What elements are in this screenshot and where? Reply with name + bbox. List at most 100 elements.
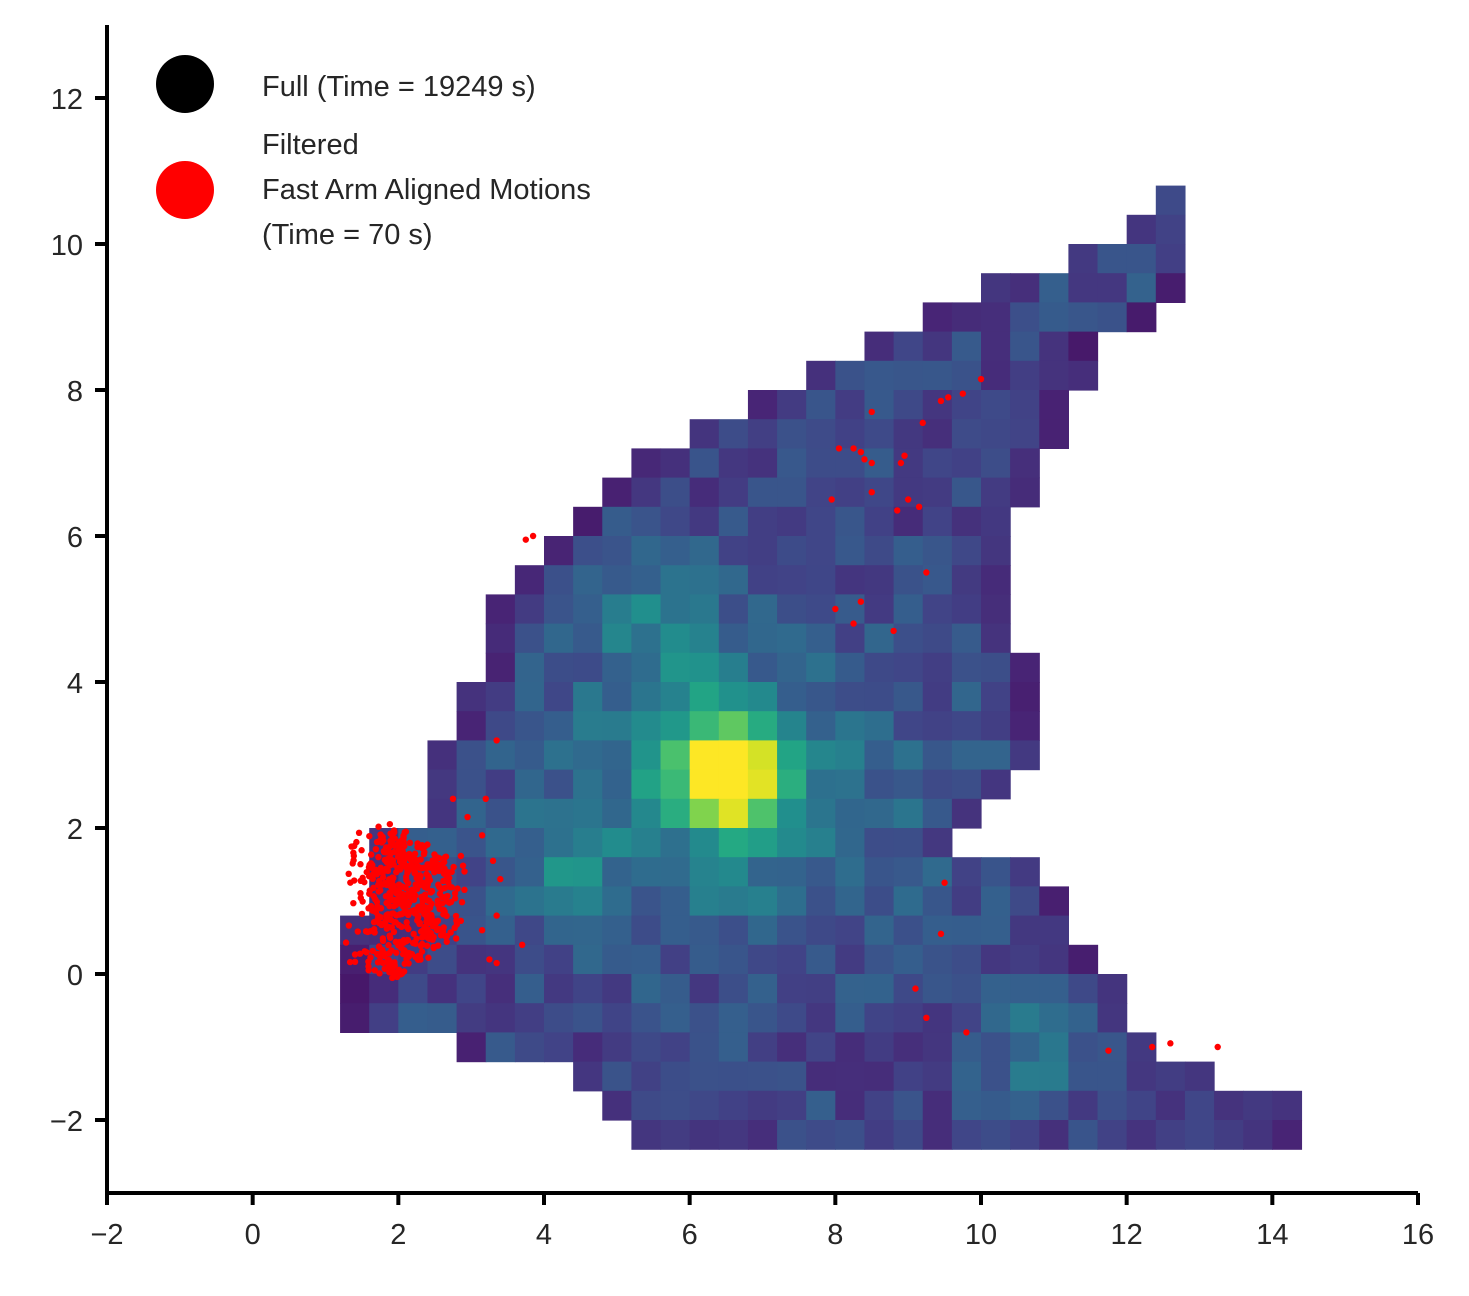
heatmap-cell xyxy=(1068,244,1099,274)
heatmap-cell xyxy=(893,857,924,887)
heatmap-cell xyxy=(951,536,982,566)
heatmap-cell xyxy=(1097,302,1128,333)
scatter-point xyxy=(417,856,424,863)
heatmap-cell xyxy=(573,769,603,800)
scatter-point xyxy=(937,930,945,938)
heatmap-cell xyxy=(806,652,836,683)
heatmap-cell xyxy=(718,448,749,479)
scatter-point xyxy=(447,929,454,936)
heatmap-cell xyxy=(951,1090,982,1121)
heatmap-cell xyxy=(951,448,982,479)
scatter-point xyxy=(401,908,408,916)
scatter-point xyxy=(923,1014,930,1021)
heatmap-cell xyxy=(660,565,691,595)
heatmap-cell xyxy=(1039,360,1069,391)
heatmap-cell xyxy=(864,944,895,975)
heatmap-cell xyxy=(718,769,749,800)
heatmap-cell xyxy=(1155,1120,1186,1150)
heatmap-cell xyxy=(777,886,807,917)
heatmap-cell xyxy=(747,536,778,566)
heatmap-cell xyxy=(951,594,982,625)
heatmap-cell xyxy=(456,740,487,771)
heatmap-cell xyxy=(951,915,982,946)
x-tick-label: 12 xyxy=(1111,1219,1143,1251)
scatter-point xyxy=(459,862,467,869)
heatmap-cell xyxy=(631,506,662,537)
scatter-point xyxy=(345,870,352,878)
heatmap-cell xyxy=(981,331,1011,362)
heatmap-cell xyxy=(631,623,662,654)
heatmap-cell xyxy=(631,857,662,887)
axes-layer: −2 0 2 4 6 8 10 12 14 16 −2 0 2 4 6 8 10 12 xyxy=(50,25,1434,1251)
scatter-point xyxy=(861,456,868,463)
heatmap-cell xyxy=(631,565,662,595)
heatmap-cell xyxy=(514,1032,545,1063)
heatmap-cell xyxy=(951,711,982,741)
scatter-point xyxy=(377,831,384,838)
scatter-point xyxy=(835,445,843,452)
heatmap-cell xyxy=(951,506,982,537)
heatmap-cell xyxy=(718,857,749,887)
heatmap-cell xyxy=(689,857,720,887)
heatmap-cell xyxy=(951,1061,982,1092)
scatter-point xyxy=(868,489,875,496)
scatter-point xyxy=(361,878,368,886)
heatmap-cell xyxy=(864,1032,895,1063)
heatmap-cell xyxy=(747,682,778,712)
heatmap-cell xyxy=(1010,302,1040,333)
heatmap-cell xyxy=(1068,1061,1099,1092)
heatmap-cell xyxy=(922,623,953,654)
heatmap-cell xyxy=(660,740,691,771)
heatmap-cell xyxy=(718,1032,749,1063)
scatter-point xyxy=(451,895,459,902)
heatmap-cell xyxy=(544,1032,574,1063)
legend-label-filtered: Filtered Fast Arm Aligned Motions (Time = … xyxy=(262,129,591,251)
heatmap-cell xyxy=(544,769,574,800)
heatmap-cell xyxy=(660,1061,691,1092)
scatter-point xyxy=(380,848,388,856)
heatmap-cell xyxy=(1039,1032,1069,1063)
scatter-layer xyxy=(342,375,1221,1054)
heatmap-cell xyxy=(1068,1090,1099,1121)
x-tick-label: 16 xyxy=(1402,1219,1434,1251)
heatmap-cell xyxy=(951,740,982,771)
scatter-point xyxy=(486,956,493,963)
heatmap-cell xyxy=(660,915,691,946)
scatter-point xyxy=(403,923,411,931)
heatmap-cell xyxy=(1039,1090,1069,1121)
scatter-point xyxy=(369,907,376,914)
y-tick-label: 8 xyxy=(67,376,83,408)
heatmap-cell xyxy=(835,682,866,712)
heatmap-cell xyxy=(922,886,953,917)
heatmap-cell xyxy=(864,1120,895,1150)
heatmap-cell xyxy=(631,594,662,625)
heatmap-cell xyxy=(573,682,603,712)
heatmap-cell xyxy=(951,974,982,1004)
heatmap-cell xyxy=(456,857,487,887)
heatmap-cell xyxy=(544,944,574,975)
heatmap-cell xyxy=(893,1120,924,1150)
y-tick-label: 4 xyxy=(67,668,83,700)
heatmap-cell xyxy=(1039,944,1069,975)
heatmap-cell xyxy=(777,828,807,858)
heatmap-cell xyxy=(514,886,545,917)
heatmap-cell xyxy=(573,886,603,917)
heatmap-cell xyxy=(922,682,953,712)
heatmap-cell xyxy=(747,1120,778,1150)
scatter-point xyxy=(350,857,357,864)
heatmap-cell xyxy=(893,536,924,566)
heatmap-cell xyxy=(893,828,924,858)
heatmap-cell xyxy=(806,623,836,654)
heatmap-cell xyxy=(777,915,807,946)
scatter-point xyxy=(912,985,919,992)
heatmap-cell xyxy=(1039,1003,1069,1033)
heatmap-cell xyxy=(893,740,924,771)
heatmap-cell xyxy=(1272,1090,1303,1121)
heatmap-cell xyxy=(747,711,778,741)
heatmap-cell xyxy=(864,390,895,420)
heatmap-cell xyxy=(602,798,632,829)
heatmap-cell xyxy=(689,711,720,741)
scatter-point xyxy=(901,452,908,459)
scatter-point xyxy=(371,967,379,974)
heatmap-cell xyxy=(951,331,982,362)
